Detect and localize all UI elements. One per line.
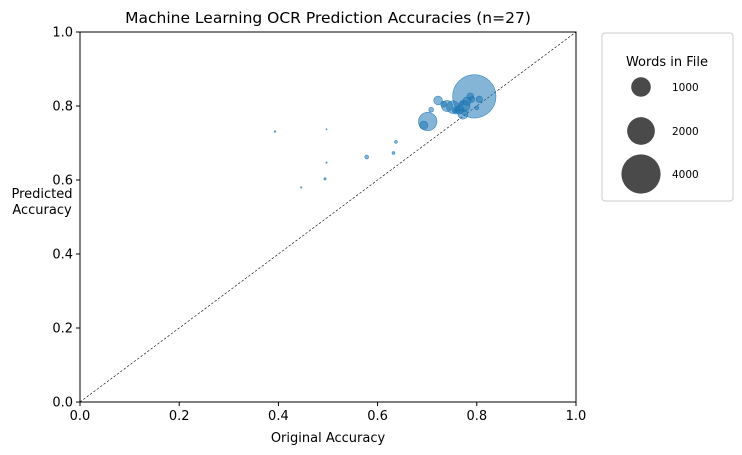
legend: Words in File 1000 2000 4000 <box>601 32 734 202</box>
data-point-12 <box>433 95 443 106</box>
legend-entries: 1000 2000 4000 <box>621 77 699 194</box>
y-tick-label: 0.4 <box>52 248 73 263</box>
y-tick-label: 0.0 <box>52 396 73 411</box>
data-point-3 <box>325 161 328 164</box>
plot-frame <box>79 31 577 403</box>
x-tick-label: 0.8 <box>466 409 487 424</box>
x-tick-label: 1.0 <box>566 409 587 424</box>
y-tick-label: 0.6 <box>52 174 73 189</box>
data-point-11 <box>428 106 434 113</box>
data-point-1 <box>273 130 277 133</box>
x-tick-label: 0.4 <box>268 409 289 424</box>
y-axis: 0.0 0.2 0.4 0.6 0.8 1.0 <box>52 26 80 411</box>
legend-label-4000: 4000 <box>672 169 699 181</box>
reference-line <box>79 31 577 403</box>
data-point-5 <box>323 177 327 181</box>
chart-title: Machine Learning OCR Prediction Accuraci… <box>125 9 531 27</box>
data-point-8 <box>391 151 396 155</box>
legend-marker-2000 <box>627 117 655 145</box>
scatter-points <box>273 74 497 189</box>
y-axis-title-line-2: Accuracy <box>12 203 72 218</box>
x-tick-label: 0.2 <box>169 409 190 424</box>
x-axis-title: Original Accuracy <box>271 431 386 446</box>
legend-title: Words in File <box>626 55 708 70</box>
legend-marker-1000 <box>631 77 651 97</box>
data-point-6 <box>364 154 369 160</box>
x-axis: 0.0 0.2 0.4 0.6 0.8 1.0 <box>70 402 587 424</box>
y-tick-label: 1.0 <box>52 26 73 41</box>
y-tick-label: 0.2 <box>52 322 73 337</box>
data-point-13 <box>440 100 447 108</box>
legend-marker-4000 <box>621 154 661 194</box>
x-tick-label: 0.0 <box>70 409 91 424</box>
data-point-24 <box>474 105 480 111</box>
data-point-2 <box>325 128 328 131</box>
data-point-4 <box>300 186 303 189</box>
x-tick-label: 0.6 <box>367 409 388 424</box>
data-point-9 <box>419 120 429 130</box>
legend-label-2000: 2000 <box>672 126 699 138</box>
data-point-22 <box>468 96 476 103</box>
legend-label-1000: 1000 <box>672 82 699 94</box>
data-point-25 <box>475 95 483 103</box>
data-point-26 <box>453 108 458 113</box>
data-point-27 <box>459 100 465 106</box>
y-tick-label: 0.8 <box>52 100 73 115</box>
y-axis-title-line-1: Predicted <box>11 187 72 202</box>
data-point-7 <box>394 140 398 144</box>
